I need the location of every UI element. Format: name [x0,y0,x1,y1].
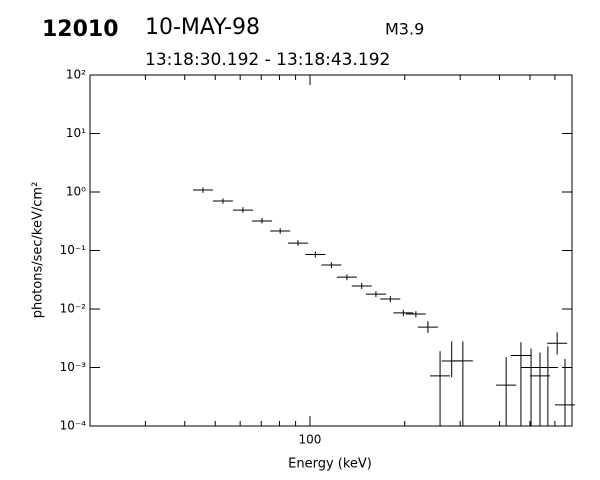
x-axis-label: Energy (keV) [288,457,372,472]
y-tick-label: 10⁻² [60,302,87,316]
y-tick-label: 10⁻³ [60,360,87,374]
flare-class: M3.9 [385,20,424,39]
y-tick-label: 10¹ [66,126,86,140]
time-range: 13:18:30.192 - 13:18:43.192 [145,50,390,70]
y-tick-label: 10⁻⁴ [60,419,87,433]
y-tick-label: 10⁰ [66,185,86,199]
plot-frame [89,74,573,427]
event-id: 12010 [42,17,119,42]
y-tick-label: 10⁻¹ [60,243,87,257]
y-tick-label: 10² [66,68,86,82]
y-axis-label: photons/sec/keV/cm² [31,182,46,319]
date: 10-MAY-98 [145,15,260,40]
x-tick-label: 100 [299,433,322,447]
